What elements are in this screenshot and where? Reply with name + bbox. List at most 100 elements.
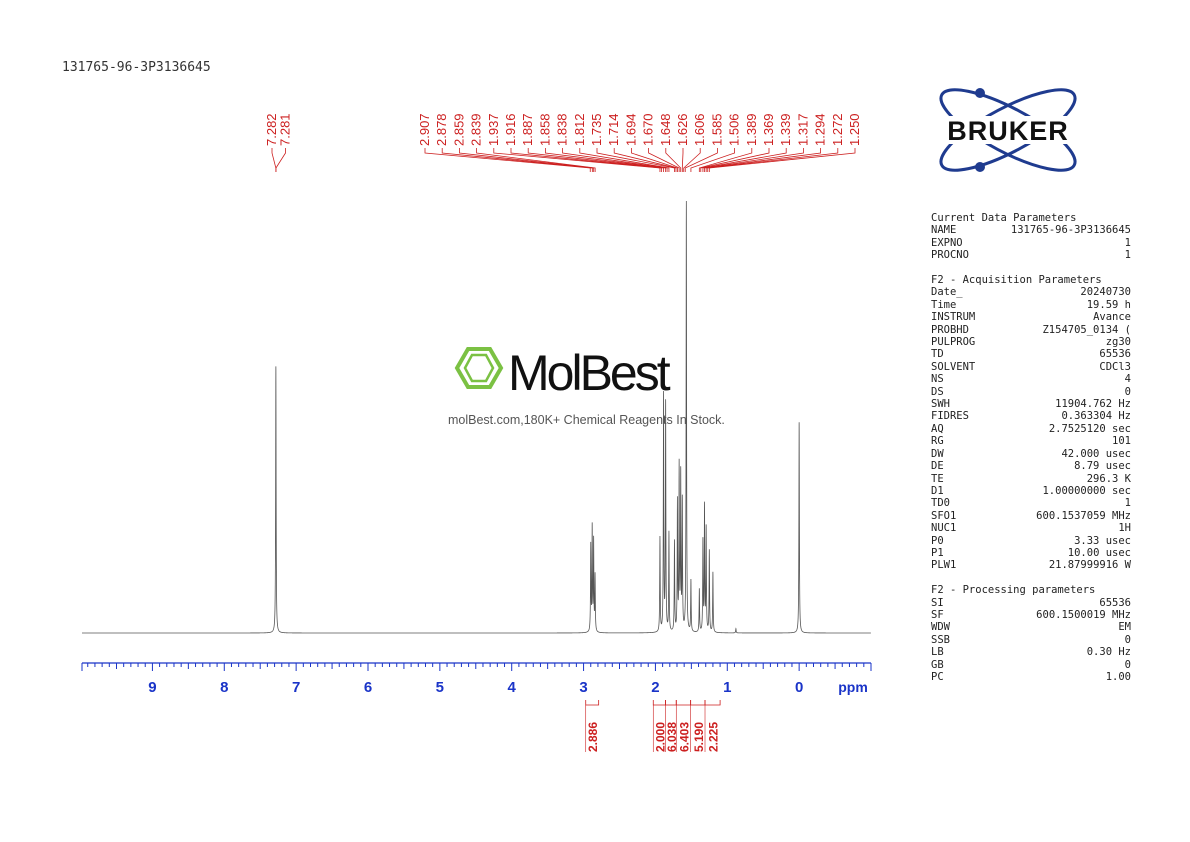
peak-label: 1.506	[727, 113, 742, 146]
param-row: Date_ 20240730	[931, 286, 1131, 298]
param-key: INSTRUM	[931, 311, 976, 324]
integral-bracket	[652, 700, 666, 706]
peak-label: 1.916	[503, 113, 518, 146]
param-key: Date_	[931, 286, 963, 299]
param-value: 10.00 usec	[1067, 546, 1131, 559]
param-value: 0	[1124, 633, 1131, 646]
param-value: 8.79 usec	[1074, 460, 1131, 473]
param-value: 0	[1124, 385, 1131, 398]
x-axis: 9 8 7 6 5 4 3 2 1 0	[81, 662, 872, 696]
peak-leader-line	[441, 148, 593, 172]
param-value: 42.000 usec	[1061, 447, 1131, 460]
peak-label: 1.735	[589, 113, 604, 146]
param-value: 0	[1124, 658, 1131, 671]
integral-bracket	[665, 700, 677, 706]
param-value: 1	[1124, 236, 1131, 249]
param-key: SF	[931, 608, 944, 621]
integral-bracket	[675, 700, 692, 706]
param-row: SF 600.1500019 MHz	[931, 609, 1131, 621]
peak-leader-line	[631, 148, 678, 172]
peak-leader-line	[562, 148, 668, 172]
param-value: 101	[1112, 435, 1131, 448]
param-row: LB 0.30 Hz	[931, 646, 1131, 658]
x-tick-label: 3	[579, 679, 587, 696]
param-row: DW 42.000 usec	[931, 448, 1131, 460]
param-value: 21.87999916 W	[1048, 559, 1131, 572]
param-row: P1 10.00 usec	[931, 547, 1131, 559]
molbest-watermark-logo: MolBest	[454, 345, 674, 401]
param-value: 1H	[1118, 522, 1131, 535]
peak-label: 1.812	[572, 113, 587, 146]
integral-bracket	[585, 700, 600, 706]
peak-label: 1.606	[692, 113, 707, 146]
peak-label: 1.585	[709, 113, 724, 146]
peak-leader-line	[476, 148, 596, 172]
param-section-title: F2 - Processing parameters	[931, 584, 1096, 597]
param-key: NAME	[931, 224, 957, 237]
param-row: TD0 1	[931, 497, 1131, 509]
peak-leader-line	[698, 148, 753, 172]
param-row: EXPNO 1	[931, 237, 1131, 249]
param-key: DW	[931, 447, 944, 460]
param-row: WDW EM	[931, 621, 1131, 633]
param-row: PROBHD Z154705_0134 (	[931, 324, 1131, 336]
param-row: PROCNO 1	[931, 249, 1131, 261]
param-row: SFO1 600.1537059 MHz	[931, 510, 1131, 522]
param-key: AQ	[931, 422, 944, 435]
bruker-logo-text: BRUKER	[947, 116, 1069, 146]
peak-leader-line	[545, 148, 667, 172]
peak-leader-line	[510, 148, 662, 172]
param-key: SI	[931, 596, 944, 609]
param-key: NS	[931, 373, 944, 386]
param-row: NUC1 1H	[931, 522, 1131, 534]
section-gap	[931, 262, 1131, 274]
param-key: SSB	[931, 633, 950, 646]
peak-label: 1.626	[675, 113, 690, 146]
param-value: 1	[1124, 497, 1131, 510]
param-key: SFO1	[931, 509, 957, 522]
param-section-title: F2 - Acquisition Parameters	[931, 274, 1102, 287]
param-row: TE 296.3 K	[931, 473, 1131, 485]
param-row: PC 1.00	[931, 671, 1131, 683]
param-key: PULPROG	[931, 336, 976, 349]
param-key: P0	[931, 534, 944, 547]
param-key: LB	[931, 646, 944, 659]
peak-label: 1.648	[658, 113, 673, 146]
param-key: WDW	[931, 621, 950, 634]
param-value: 65536	[1099, 596, 1131, 609]
param-key: DS	[931, 385, 944, 398]
param-row: SSB 0	[931, 634, 1131, 646]
param-key: PROBHD	[931, 323, 969, 336]
peak-leader-line	[683, 148, 701, 172]
peak-leader-line	[690, 148, 735, 172]
param-row: INSTRUM Avance	[931, 311, 1131, 323]
param-value: zg30	[1105, 336, 1131, 349]
peak-label: 7.282	[264, 113, 279, 146]
peak-leader-line	[648, 148, 680, 172]
peak-leader-line	[493, 148, 661, 172]
param-value: CDCl3	[1099, 360, 1131, 373]
param-key: NUC1	[931, 522, 957, 535]
param-key: SWH	[931, 398, 950, 411]
param-value: 65536	[1099, 348, 1131, 361]
peak-label: 2.907	[417, 113, 432, 146]
x-tick-label: 8	[220, 679, 228, 696]
param-row: FIDRES 0.363304 Hz	[931, 410, 1131, 422]
param-value: Z154705_0134 (	[1042, 323, 1131, 336]
molbest-tagline: molBest.com,180K+ Chemical Reagents In S…	[448, 413, 725, 427]
peak-label: 2.878	[434, 113, 449, 146]
param-value: EM	[1118, 621, 1131, 634]
x-axis-label: ppm	[838, 679, 868, 695]
param-value: Avance	[1093, 311, 1131, 324]
param-value: 600.1537059 MHz	[1036, 509, 1131, 522]
peak-label: 1.389	[744, 113, 759, 146]
param-row: DS 0	[931, 386, 1131, 398]
sample-id: 131765-96-3P3136645	[62, 60, 211, 75]
param-value: 20240730	[1080, 286, 1131, 299]
param-row: NAME 131765-96-3P3136645	[931, 224, 1131, 236]
integral-label: 2.000	[653, 722, 667, 752]
peak-label: 1.294	[813, 113, 828, 146]
param-row: D1 1.00000000 sec	[931, 485, 1131, 497]
peak-leader-line	[705, 148, 821, 172]
